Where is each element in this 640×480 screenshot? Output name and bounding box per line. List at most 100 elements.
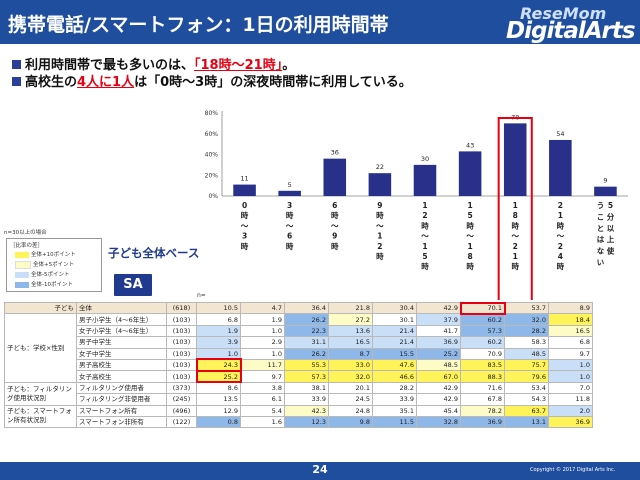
- table-cell: 58.3: [504, 336, 549, 349]
- table-cell: 16.5: [328, 336, 373, 349]
- logo-resemom: ReseMom: [520, 4, 607, 23]
- bar-value-label: 22: [376, 163, 384, 171]
- table-cell: 3.8: [240, 381, 285, 395]
- table-cell: 36.9: [460, 415, 505, 429]
- table-cell: 33.9: [284, 393, 329, 406]
- bullet-square-icon: [12, 77, 21, 86]
- legend-item: 全体-5ポイント: [15, 270, 69, 278]
- bullet-2: 高校生の4人に1人は「0時～3時」の深夜時間帯に利用している。: [12, 71, 412, 90]
- y-tick-label: 0%: [208, 193, 218, 200]
- table-cell: 24.8: [328, 404, 373, 417]
- table-cell: 36.9: [548, 415, 593, 429]
- x-tick-label: 2 1 時～ 2 4 時: [557, 201, 565, 271]
- table-cell: 11.5: [372, 415, 417, 429]
- bullet-2-post: は「0時～3時」の深夜時間帯に利用している。: [134, 75, 412, 90]
- table-cell: 88.3: [460, 370, 505, 383]
- row-label: 男子小学生（4～6年生）: [76, 313, 167, 326]
- base-label: 子ども全体ベース: [108, 246, 200, 260]
- row-n: (122): [166, 415, 197, 429]
- table-cell: 6.8: [548, 336, 593, 349]
- logo-digitalarts: DigitalArts: [506, 18, 636, 44]
- table-cell: 36.4: [284, 301, 329, 315]
- bar-value-label: 36: [331, 149, 339, 157]
- table-cell: 55.3: [284, 358, 329, 372]
- row-group-label: 子ども：スマートフォン所有状況別: [4, 404, 77, 429]
- bullet-1-post: 。: [282, 58, 296, 73]
- row-label: 女子中学生: [76, 347, 167, 360]
- row-label: スマートフォン非所有: [76, 415, 167, 429]
- table-cell: 0.8: [196, 415, 241, 429]
- table-row: 子ども：フィルタリング使用状況別 フィルタリング使用者 (373) 8.6 3.8 38.…: [4, 381, 593, 406]
- table-cell: 28.2: [504, 324, 549, 338]
- copyright: Copyright © 2017 Digital Arts Inc.: [530, 467, 616, 473]
- row-n: (103): [166, 370, 197, 383]
- table-cell: 18.4: [548, 313, 593, 326]
- legend-label: 全体+10ポイント: [31, 252, 76, 258]
- table-cell: 10.5: [196, 301, 241, 315]
- table-cell: 83.5: [460, 358, 505, 372]
- bar-chart: 0% 20% 40% 60% 80% 11 0 時～ 3 時 5 3 時～ 6 時 36 6 時～ 9 時 22 9 時～ 1…: [205, 110, 628, 300]
- legend-swatch: [15, 260, 31, 269]
- footer-bar: [0, 462, 640, 480]
- bar-value-label: 30: [421, 155, 429, 163]
- table-row: 子ども：スマートフォン所有状況別 スマートフォン所有 (496) 12.9 5.4 42.…: [4, 404, 593, 429]
- table-cell: 13.1: [504, 415, 549, 429]
- table-cell: 38.1: [284, 381, 329, 395]
- table-cell: 2.9: [240, 336, 285, 349]
- table-cell: 15.5: [372, 347, 417, 360]
- table-cell: 63.7: [504, 404, 549, 417]
- table-row: 男子高校生 (103) 24.3 11.7 55.3 33.0 47.6 48.5 83.5 75…: [5, 358, 593, 372]
- table-cell: 57.3: [284, 370, 329, 383]
- table-cell: 1.0: [240, 324, 285, 338]
- bar-value-label: 9: [603, 177, 607, 185]
- table-cell: 21.4: [372, 336, 417, 349]
- table-cell: 20.1: [328, 381, 373, 395]
- row-label: 男子高校生: [76, 358, 167, 372]
- table-cell: 37.9: [416, 313, 461, 326]
- table-row: フィルタリング非使用者 (245) 13.5 6.1 33.9 24.5 33.9 42.9 6…: [5, 393, 593, 406]
- row-n: (103): [166, 347, 197, 360]
- row-label: 女子小学生（4～6年生）: [76, 324, 167, 338]
- table-cell: 13.6: [328, 324, 373, 338]
- table-cell: 8.7: [328, 347, 373, 360]
- table-cell: 60.2: [460, 336, 505, 349]
- table-cell: 33.9: [372, 393, 417, 406]
- page-number: 24: [312, 463, 328, 476]
- n-header: n=: [197, 292, 206, 299]
- table-cell: 30.1: [372, 313, 417, 326]
- legend-label: 全体+5ポイント: [33, 262, 75, 268]
- table-cell: 22.3: [284, 324, 329, 338]
- table-cell: 32.0: [504, 313, 549, 326]
- table-cell: 16.5: [548, 324, 593, 338]
- bullet-1-em: 「18時～21時」: [194, 58, 283, 73]
- bar: [413, 164, 437, 196]
- row-n: (373): [166, 381, 197, 395]
- page-title: 携帯電話/スマートフォン：1日の利用時間帯: [8, 14, 389, 36]
- table-cell: 30.4: [372, 301, 417, 315]
- row-n: (103): [166, 313, 197, 326]
- x-tick-label: 9 時～ 1 2 時: [376, 201, 384, 261]
- table-cell: 5.4: [240, 404, 285, 417]
- bar: [549, 139, 572, 196]
- bar: [278, 190, 301, 196]
- bar: [323, 158, 347, 196]
- table-cell: 53.7: [504, 301, 549, 315]
- table-cell: 7.0: [548, 381, 593, 395]
- bar-value-label: 54: [556, 130, 564, 138]
- table-cell: 4.7: [240, 301, 285, 315]
- table-cell: 35.1: [372, 404, 417, 417]
- table-cell: 32.8: [416, 415, 461, 429]
- y-tick-label: 20%: [205, 172, 219, 179]
- table-cell: 12.3: [284, 415, 329, 429]
- legend-swatch: [15, 281, 29, 288]
- table-cell: 8.6: [196, 381, 241, 395]
- table-row: 女子中学生 (103) 1.0 1.0 26.2 8.7 15.5 25.2 70.9 48.5 9…: [5, 347, 593, 360]
- table-cell: 42.9: [416, 393, 461, 406]
- legend-label: 全体-5ポイント: [31, 272, 70, 278]
- legend-note: n=30以上の場合: [4, 230, 47, 236]
- table-cell: 24.3: [195, 358, 242, 372]
- x-tick-label: 1 5 時～ 1 8 時: [466, 201, 474, 271]
- row-n: (496): [166, 404, 197, 417]
- table-row: 子ども 全体 (618) 10.5 4.7 36.4 21.8 30.4 42.9 70.1 53.…: [4, 301, 593, 315]
- table-cell: 1.9: [240, 313, 285, 326]
